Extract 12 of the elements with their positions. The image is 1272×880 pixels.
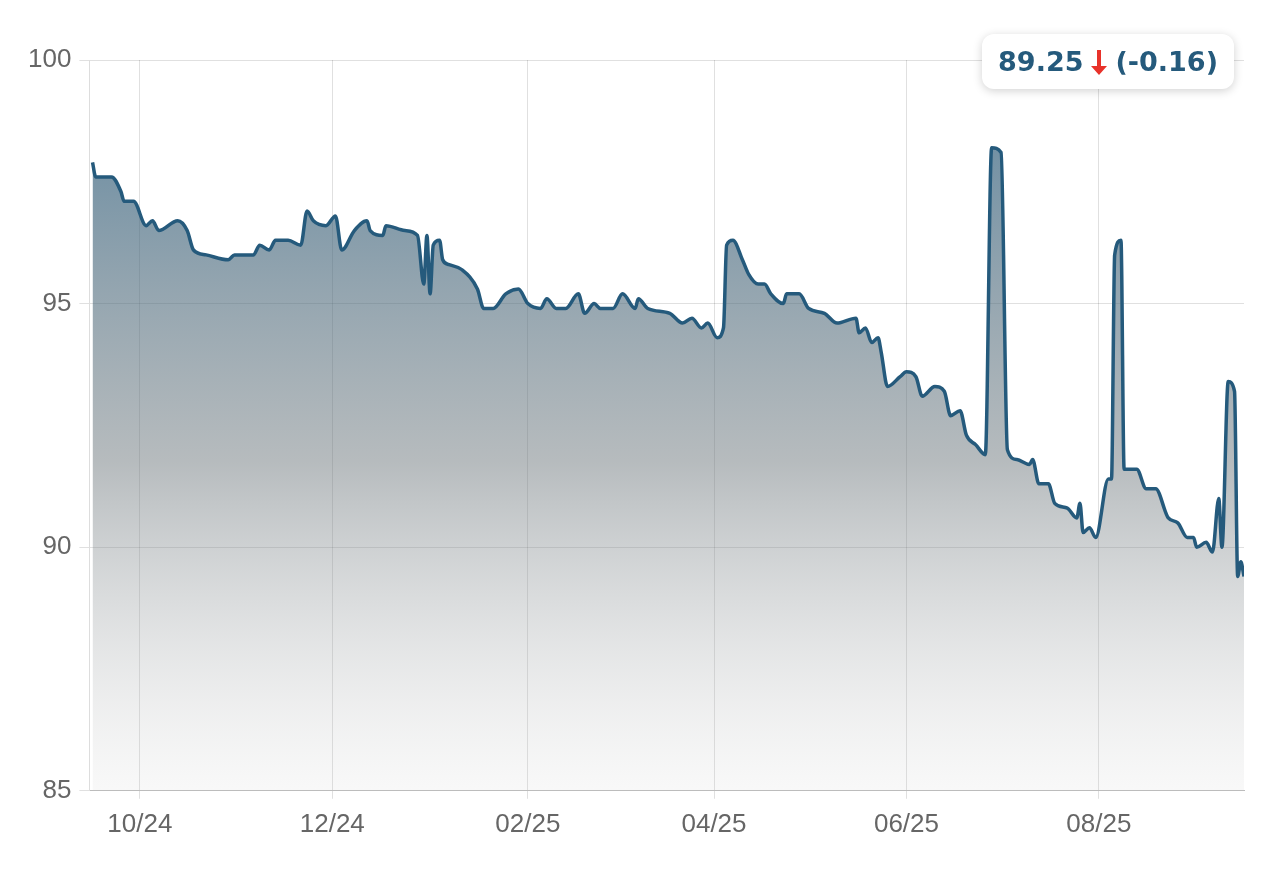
y-tick-label: 85: [42, 773, 72, 804]
y-tick-label: 95: [42, 286, 72, 317]
x-tick-label: 04/25: [681, 807, 747, 838]
x-tick-label: 02/25: [495, 807, 561, 838]
annotation: 89.25: [998, 46, 1084, 77]
x-tick-label: 08/25: [1066, 807, 1132, 838]
y-tick-label: 90: [42, 530, 72, 561]
annotation: (-0.16): [1115, 46, 1218, 77]
x-tick-label: 06/25: [873, 807, 939, 838]
x-tick-label: 12/24: [299, 807, 365, 838]
x-tick-label: 10/24: [107, 807, 173, 838]
y-tick-label: 100: [27, 43, 72, 74]
